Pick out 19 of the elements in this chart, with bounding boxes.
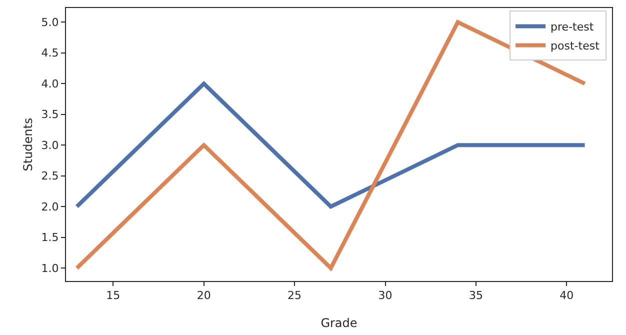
- y-tick-label: 1.0: [41, 262, 59, 275]
- y-tick-label: 4.5: [41, 46, 59, 60]
- legend-label: post-test: [550, 40, 600, 53]
- y-tick-label: 3.0: [41, 138, 59, 152]
- y-tick-label: 1.5: [41, 231, 59, 244]
- y-tick-label: 3.5: [41, 108, 59, 122]
- x-tick-label: 20: [196, 289, 211, 302]
- x-tick-label: 40: [560, 289, 574, 302]
- y-tick-label: 2.5: [41, 170, 59, 183]
- legend-label: pre-test: [550, 20, 594, 34]
- x-tick-label: 25: [288, 289, 302, 302]
- x-tick-label: 35: [468, 289, 483, 302]
- y-tick-label: 2.0: [41, 200, 59, 214]
- y-tick-label: 5.0: [41, 16, 59, 29]
- y-tick-label: 4.0: [41, 77, 59, 90]
- x-tick-label: 30: [378, 289, 392, 302]
- x-axis-title: Grade: [320, 316, 358, 330]
- y-axis-title: Students: [21, 118, 35, 172]
- x-tick-label: 15: [106, 289, 120, 302]
